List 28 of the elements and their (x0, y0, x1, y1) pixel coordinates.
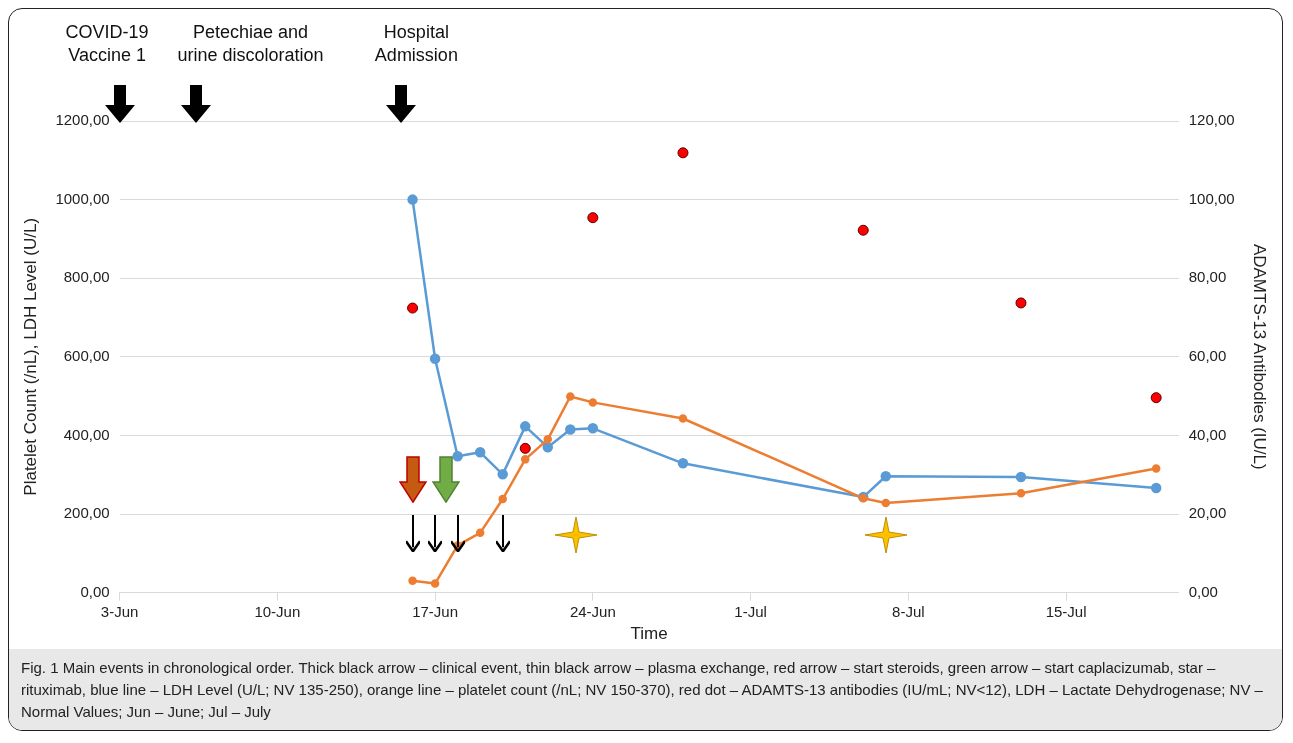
y2-axis-title: ADAMTS-13 Antibodies (IU/L) (1250, 243, 1270, 470)
text: COVID-19 Vaccine 1 (65, 21, 149, 67)
x-tick-label: 17-Jun (412, 602, 459, 620)
text: Hospital Admission (374, 21, 458, 67)
x-tick-label: 15-Jul (1045, 602, 1087, 620)
x-tick-label: 1-Jul (734, 602, 767, 620)
y2-tick-label: 120,00 (1188, 111, 1235, 129)
y-axis-title: Platelet Count (/nL), LDH Level (U/L) (20, 217, 40, 496)
y-tick-label: 0,00 (80, 582, 110, 600)
y2-tick-label: 20,00 (1188, 504, 1227, 522)
y2-tick-label: 40,00 (1188, 425, 1227, 443)
caption: Fig. 1 Main events in chronological order. Thick black arrow – clinical event, thin black arrow – plasma exchange, red arrow – start steroids, green arrow – start caplacizumab, star – rituximab, blue line – LDH Level (U/L; NV 135-250), orange line – platelet count (/nL; NV 150-370), red dot – ADAMTS-13 antibodies (IU/mL; NV<12), LDH – Lactate Dehydrogenase; NV – Normal Values; Jun – June; Jul – July (21, 658, 1264, 722)
text: Petechiae and urine discoloration (177, 21, 324, 67)
x-tick-label: 8-Jul (892, 602, 925, 620)
x-tick-label: 24-Jun (569, 602, 616, 620)
y2-tick-label: 100,00 (1188, 189, 1235, 207)
y-tick-label: 1000,00 (55, 189, 110, 207)
x-tick-label: 3-Jun (100, 602, 139, 620)
x-tick-label: 10-Jun (254, 602, 301, 620)
y2-tick-label: 80,00 (1188, 268, 1227, 286)
y-tick-label: 800,00 (63, 268, 110, 286)
x-axis-title: Time (630, 624, 668, 644)
y-tick-label: 200,00 (63, 504, 110, 522)
y2-tick-label: 0,00 (1188, 582, 1218, 600)
y-tick-label: 1200,00 (55, 111, 110, 129)
y-tick-label: 600,00 (63, 346, 110, 364)
y2-tick-label: 60,00 (1188, 346, 1227, 364)
y-tick-label: 400,00 (63, 425, 110, 443)
